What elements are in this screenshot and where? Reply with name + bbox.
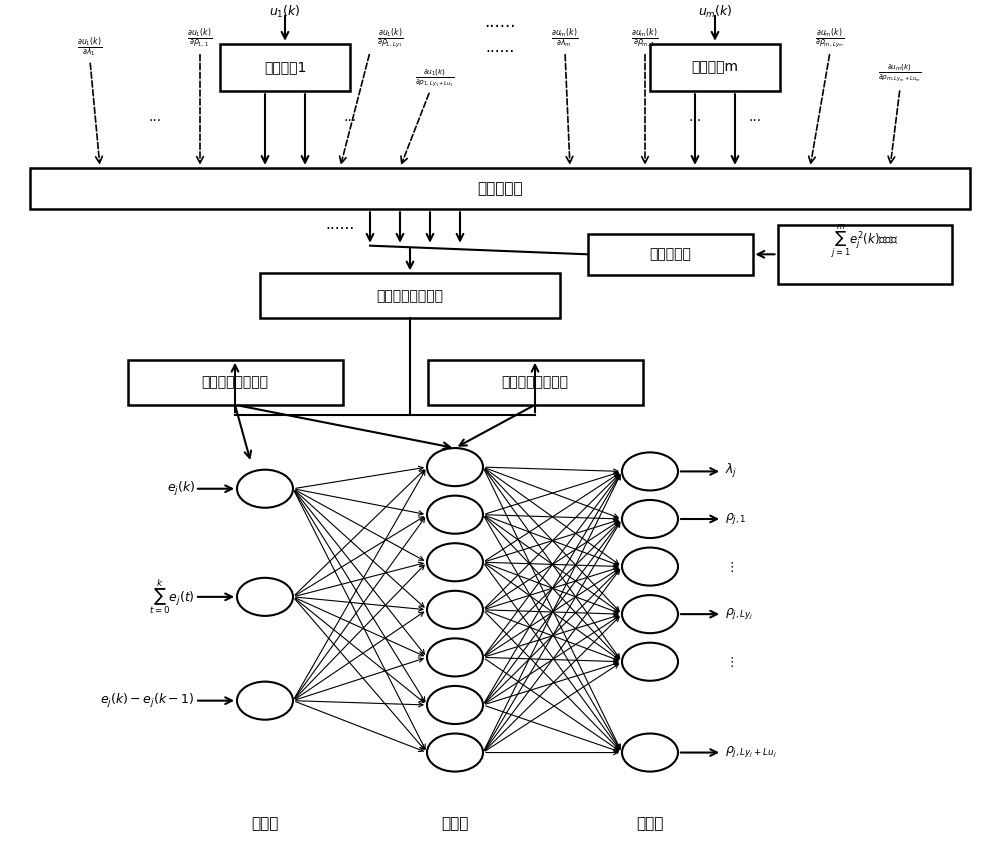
FancyBboxPatch shape (220, 43, 350, 92)
Ellipse shape (622, 734, 678, 772)
Ellipse shape (622, 452, 678, 490)
Text: ...: ... (688, 110, 702, 124)
Text: $\frac{\partial u_m(k)}{\partial \rho_{m,1}}$: $\frac{\partial u_m(k)}{\partial \rho_{m… (631, 27, 659, 51)
Ellipse shape (622, 500, 678, 538)
Ellipse shape (237, 682, 293, 720)
FancyBboxPatch shape (260, 273, 560, 318)
Text: $\sum_{t=0}^{k}e_j(t)$: $\sum_{t=0}^{k}e_j(t)$ (149, 577, 195, 617)
FancyBboxPatch shape (30, 168, 970, 209)
Ellipse shape (622, 548, 678, 586)
Text: $\frac{\partial u_1(k)}{\partial \rho_{1,Ly_1+Lu_1}}$: $\frac{\partial u_1(k)}{\partial \rho_{1… (415, 67, 455, 88)
Ellipse shape (427, 543, 483, 581)
Text: $e_j(k)$: $e_j(k)$ (167, 480, 195, 497)
FancyBboxPatch shape (650, 43, 780, 92)
Text: $e_j(k)-e_j(k-1)$: $e_j(k)-e_j(k-1)$ (100, 692, 195, 709)
Text: $\frac{\partial u_m(k)}{\partial \lambda_m}$: $\frac{\partial u_m(k)}{\partial \lambda… (551, 27, 579, 51)
Text: $\vdots$: $\vdots$ (725, 655, 734, 669)
Text: ......: ...... (325, 217, 355, 233)
Text: 梯度信息集: 梯度信息集 (477, 181, 523, 196)
Text: 更新输出层权系数: 更新输出层权系数 (502, 375, 568, 389)
Text: 输入层: 输入层 (251, 816, 279, 831)
Ellipse shape (427, 734, 483, 772)
Text: ......: ...... (484, 13, 516, 30)
Text: $u_m(k)$: $u_m(k)$ (698, 4, 732, 21)
Text: $\rho_{j,Ly_j+Lu_j}$: $\rho_{j,Ly_j+Lu_j}$ (725, 745, 777, 760)
Text: ...: ... (343, 110, 357, 124)
Text: $\rho_{j,Ly_j}$: $\rho_{j,Ly_j}$ (725, 606, 754, 622)
Ellipse shape (427, 448, 483, 486)
Ellipse shape (622, 643, 678, 681)
Text: 梯度下降法: 梯度下降法 (649, 247, 691, 261)
Ellipse shape (427, 591, 483, 629)
Text: ...: ... (148, 110, 162, 124)
Ellipse shape (427, 638, 483, 676)
Ellipse shape (237, 578, 293, 616)
Ellipse shape (427, 496, 483, 534)
Text: 系统误差反向传播: 系统误差反向传播 (376, 289, 444, 303)
Text: 输出层: 输出层 (636, 816, 664, 831)
Text: ...: ... (748, 110, 762, 124)
Text: $\lambda_j$: $\lambda_j$ (725, 463, 737, 480)
Text: 更新隐含层权系数: 更新隐含层权系数 (202, 375, 268, 389)
Text: 梯度信息1: 梯度信息1 (264, 61, 306, 74)
FancyBboxPatch shape (428, 360, 643, 405)
Text: 隐含层: 隐含层 (441, 816, 469, 831)
Text: $\frac{\partial u_1(k)}{\partial \rho_{1,Ly_1}}$: $\frac{\partial u_1(k)}{\partial \rho_{1… (377, 27, 403, 51)
Ellipse shape (237, 470, 293, 508)
Ellipse shape (622, 595, 678, 633)
Text: $\rho_{j,1}$: $\rho_{j,1}$ (725, 511, 747, 527)
Text: $\vdots$: $\vdots$ (725, 560, 734, 573)
Text: $\sum_{j=1}^{m}e_j^2(k)$最小化: $\sum_{j=1}^{m}e_j^2(k)$最小化 (831, 222, 899, 260)
Text: $\frac{\partial u_m(k)}{\partial \rho_{m,Ly_m+Lu_m}}$: $\frac{\partial u_m(k)}{\partial \rho_{m… (878, 63, 922, 84)
Text: $\frac{\partial u_1(k)}{\partial \lambda_1}$: $\frac{\partial u_1(k)}{\partial \lambda… (77, 35, 103, 60)
FancyBboxPatch shape (588, 234, 753, 275)
Text: $u_1(k)$: $u_1(k)$ (269, 4, 301, 21)
Text: 梯度信息m: 梯度信息m (692, 61, 738, 74)
FancyBboxPatch shape (778, 225, 952, 284)
Text: $\frac{\partial u_m(k)}{\partial \rho_{m,Ly_m}}$: $\frac{\partial u_m(k)}{\partial \rho_{m… (815, 27, 845, 51)
FancyBboxPatch shape (128, 360, 342, 405)
Ellipse shape (427, 686, 483, 724)
Text: ......: ...... (485, 40, 515, 55)
Text: $\frac{\partial u_1(k)}{\partial \rho_{1,1}}$: $\frac{\partial u_1(k)}{\partial \rho_{1… (187, 27, 213, 51)
